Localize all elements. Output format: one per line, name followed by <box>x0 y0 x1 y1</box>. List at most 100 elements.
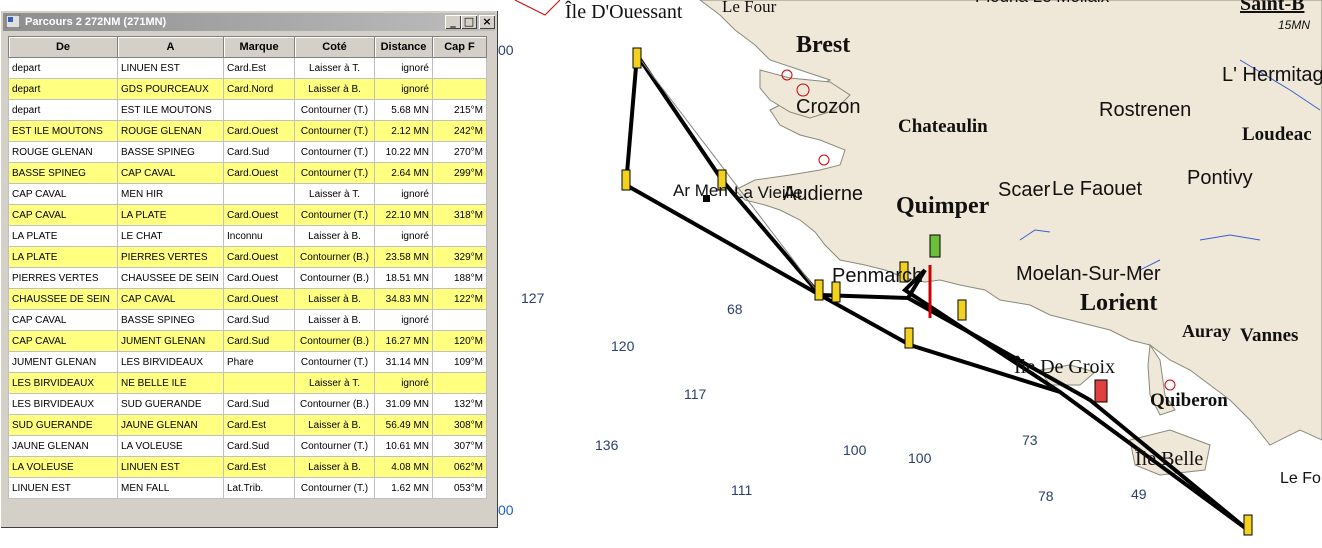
cell-cap[interactable]: 215°M <box>432 99 487 121</box>
cell-distance[interactable]: 34.83 MN <box>374 288 433 310</box>
table-row[interactable]: JAUNE GLENAN LA VOLEUSE Card.Sud Contourner… <box>8 435 487 457</box>
cell-cap[interactable]: 122°M <box>432 288 487 310</box>
table-row[interactable]: LES BIRVIDEAUX NE BELLE ILE Laisser à T. ig… <box>8 372 487 394</box>
cell-cap[interactable]: 270°M <box>432 141 487 163</box>
cell-de[interactable]: BASSE SPINEG <box>8 162 118 184</box>
cell-marque[interactable]: Card.Ouest <box>223 204 295 226</box>
cell-distance[interactable]: 16.27 MN <box>374 330 433 352</box>
column-header-de[interactable]: De <box>8 36 118 58</box>
cell-de[interactable]: depart <box>8 78 118 100</box>
cell-cap[interactable]: 308°M <box>432 414 487 436</box>
cell-cap[interactable] <box>432 309 487 331</box>
cell-cote[interactable]: Laisser à T. <box>294 183 375 205</box>
cell-marque[interactable]: Card.Ouest <box>223 288 295 310</box>
table-row[interactable]: LES BIRVIDEAUX SUD GUERANDE Card.Sud Contou… <box>8 393 487 415</box>
column-header-a[interactable]: A <box>117 36 224 58</box>
table-row[interactable]: BASSE SPINEG CAP CAVAL Card.Ouest Contourne… <box>8 162 487 184</box>
cell-a[interactable]: PIERRES VERTES <box>117 246 224 268</box>
cell-cap[interactable]: 132°M <box>432 393 487 415</box>
minimize-button[interactable]: _ <box>445 15 461 29</box>
cell-marque[interactable]: Card.Ouest <box>223 120 295 142</box>
table-row[interactable]: CAP CAVAL BASSE SPINEG Card.Sud Laisser à B… <box>8 309 487 331</box>
table-row[interactable]: JUMENT GLENAN LES BIRVIDEAUX Phare Contourn… <box>8 351 487 373</box>
cell-cap[interactable] <box>432 225 487 247</box>
table-row[interactable]: PIERRES VERTES CHAUSSEE DE SEIN Card.Ouest… <box>8 267 487 289</box>
cell-marque[interactable]: Card.Est <box>223 57 295 79</box>
cell-a[interactable]: BASSE SPINEG <box>117 141 224 163</box>
cell-de[interactable]: CAP CAVAL <box>8 204 118 226</box>
cell-de[interactable]: SUD GUERANDE <box>8 414 118 436</box>
cell-cote[interactable]: Contourner (T.) <box>294 120 375 142</box>
cell-distance[interactable]: 18.51 MN <box>374 267 433 289</box>
table-row[interactable]: LA VOLEUSE LINUEN EST Card.Est Laisser à B.… <box>8 456 487 478</box>
table-row[interactable]: EST ILE MOUTONS ROUGE GLENAN Card.Ouest Con… <box>8 120 487 142</box>
cell-de[interactable]: LA PLATE <box>8 246 118 268</box>
cell-de[interactable]: CAP CAVAL <box>8 330 118 352</box>
table-row[interactable]: LINUEN EST MEN FALL Lat.Trib. Contourner (T… <box>8 477 487 499</box>
cell-de[interactable]: LES BIRVIDEAUX <box>8 372 118 394</box>
table-row[interactable]: depart GDS POURCEAUX Card.Nord Laisser à B.… <box>8 78 487 100</box>
cell-cote[interactable]: Contourner (B.) <box>294 393 375 415</box>
cell-cote[interactable]: Contourner (T.) <box>294 141 375 163</box>
cell-distance[interactable]: 31.14 MN <box>374 351 433 373</box>
cell-cap[interactable] <box>432 372 487 394</box>
cell-marque[interactable] <box>223 99 295 121</box>
table-row[interactable]: CHAUSSEE DE SEIN CAP CAVAL Card.Ouest Laiss… <box>8 288 487 310</box>
cell-cap[interactable]: 299°M <box>432 162 487 184</box>
cell-cote[interactable]: Contourner (T.) <box>294 162 375 184</box>
column-header-marque[interactable]: Marque <box>223 36 295 58</box>
route-window[interactable]: Parcours 2 272NM (271MN) _ □ × De A Marq… <box>0 10 498 528</box>
cell-distance[interactable]: ignoré <box>374 372 433 394</box>
cell-distance[interactable]: 2.64 MN <box>374 162 433 184</box>
cell-cap[interactable] <box>432 78 487 100</box>
cell-a[interactable]: MEN HIR <box>117 183 224 205</box>
cell-cap[interactable]: 120°M <box>432 330 487 352</box>
cell-de[interactable]: CAP CAVAL <box>8 183 118 205</box>
cell-distance[interactable]: 1.62 MN <box>374 477 433 499</box>
cell-marque[interactable]: Phare <box>223 351 295 373</box>
cell-cote[interactable]: Laisser à T. <box>294 57 375 79</box>
cell-de[interactable]: LA VOLEUSE <box>8 456 118 478</box>
cell-cote[interactable]: Contourner (T.) <box>294 435 375 457</box>
table-row[interactable]: CAP CAVAL JUMENT GLENAN Card.Sud Contourner… <box>8 330 487 352</box>
cell-cap[interactable]: 062°M <box>432 456 487 478</box>
cell-marque[interactable]: Card.Ouest <box>223 267 295 289</box>
cell-marque[interactable]: Card.Sud <box>223 309 295 331</box>
cell-de[interactable]: JUMENT GLENAN <box>8 351 118 373</box>
cell-a[interactable]: LA VOLEUSE <box>117 435 224 457</box>
cell-marque[interactable]: Card.Est <box>223 456 295 478</box>
maximize-button[interactable]: □ <box>461 15 477 29</box>
cell-cote[interactable]: Contourner (B.) <box>294 330 375 352</box>
cell-cote[interactable]: Contourner (B.) <box>294 246 375 268</box>
cell-de[interactable]: EST ILE MOUTONS <box>8 120 118 142</box>
cell-distance[interactable]: 2.12 MN <box>374 120 433 142</box>
cell-distance[interactable]: ignoré <box>374 78 433 100</box>
cell-a[interactable]: EST ILE MOUTONS <box>117 99 224 121</box>
cell-a[interactable]: CAP CAVAL <box>117 288 224 310</box>
cell-de[interactable]: CAP CAVAL <box>8 309 118 331</box>
cell-distance[interactable]: 5.68 MN <box>374 99 433 121</box>
cell-de[interactable]: PIERRES VERTES <box>8 267 118 289</box>
table-row[interactable]: CAP CAVAL LA PLATE Card.Ouest Contourner (T… <box>8 204 487 226</box>
cell-a[interactable]: LINUEN EST <box>117 456 224 478</box>
cell-de[interactable]: LES BIRVIDEAUX <box>8 393 118 415</box>
cell-marque[interactable]: Card.Sud <box>223 330 295 352</box>
window-titlebar[interactable]: Parcours 2 272NM (271MN) _ □ × <box>3 13 495 31</box>
cell-cap[interactable]: 318°M <box>432 204 487 226</box>
cell-a[interactable]: ROUGE GLENAN <box>117 120 224 142</box>
cell-cote[interactable]: Laisser à B. <box>294 309 375 331</box>
cell-marque[interactable]: Card.Nord <box>223 78 295 100</box>
table-row[interactable]: CAP CAVAL MEN HIR Laisser à T. ignoré <box>8 183 487 205</box>
cell-cap[interactable]: 188°M <box>432 267 487 289</box>
cell-de[interactable]: depart <box>8 57 118 79</box>
cell-a[interactable]: JAUNE GLENAN <box>117 414 224 436</box>
table-row[interactable]: depart LINUEN EST Card.Est Laisser à T. igno… <box>8 57 487 79</box>
route-table[interactable]: De A Marque Coté Distance Cap F depart LI… <box>8 36 487 499</box>
cell-distance[interactable]: 4.08 MN <box>374 456 433 478</box>
cell-a[interactable]: SUD GUERANDE <box>117 393 224 415</box>
cell-distance[interactable]: 22.10 MN <box>374 204 433 226</box>
cell-marque[interactable]: Card.Ouest <box>223 246 295 268</box>
cell-distance[interactable]: 31.09 MN <box>374 393 433 415</box>
cell-distance[interactable]: 56.49 MN <box>374 414 433 436</box>
cell-distance[interactable]: ignoré <box>374 183 433 205</box>
